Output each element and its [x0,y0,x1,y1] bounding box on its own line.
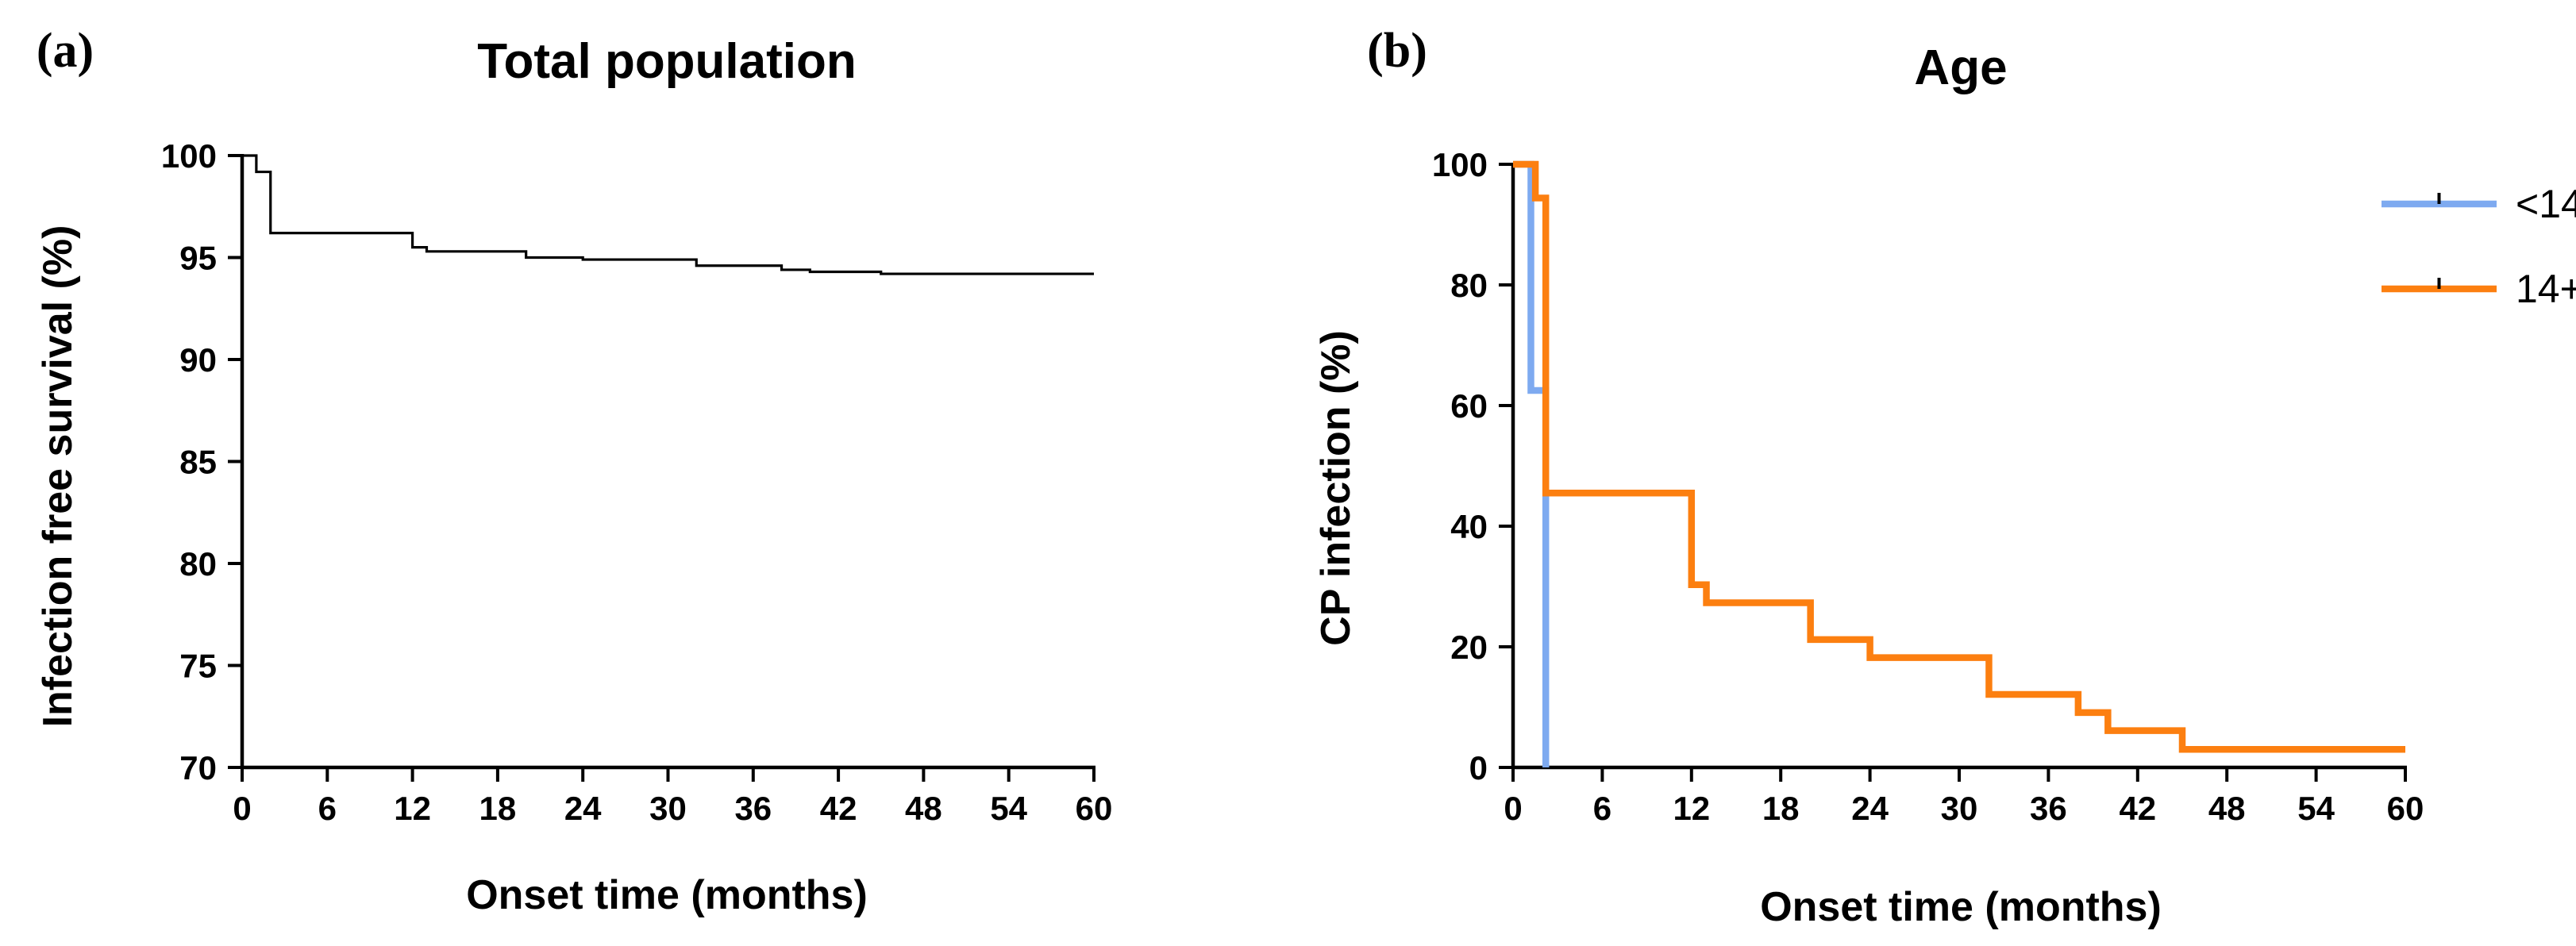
panel-b-series-line-0 [1513,160,1550,767]
panel-b-y-tick-label: 0 [1469,749,1488,786]
panel-a-y-tick-label: 90 [179,341,217,379]
panel-a-y-tick-label: 100 [161,137,217,175]
panel-b-x-tick-label: 30 [1941,790,1978,827]
panel-a-x-axis-title: Onset time (months) [466,872,868,918]
panel-a-y-tick-label: 80 [179,545,217,583]
panel-a-x-tick-label: 24 [564,790,602,827]
panel-b-y-axis-title: CP infection (%) [1313,330,1359,646]
panel-b-y-tick-label: 60 [1450,387,1488,425]
legend-label-0: <14 [2516,182,2576,226]
panel-a-y-tick-label: 85 [179,444,217,481]
panel-a-x-tick-label: 12 [394,790,431,827]
panel-b-x-tick-label: 0 [1504,790,1522,827]
panel-a-y-tick-label: 95 [179,240,217,277]
panel-b-x-tick-label: 18 [1762,790,1800,827]
panel-b-x-tick-label: 48 [2208,790,2246,827]
panel-b-x-tick-label: 24 [1851,790,1889,827]
panel-a-y-tick-label: 70 [179,749,217,786]
panel-a-series-line-0 [242,154,1094,275]
panel-b-y-tick-label: 20 [1450,629,1488,666]
panel-a-plot-area: 0 6 12 18 24 30 36 42 48 54 60 70 75 80 85 90 95 100 [161,137,1112,827]
panel-b-x-tick-label: 36 [2030,790,2067,827]
panel-a-y-tick-label: 75 [179,648,217,685]
panel-b-y-tick-label: 100 [1432,146,1488,183]
panel-b-x-tick-label: 42 [2119,790,2156,827]
panel-a-x-tick-label: 30 [649,790,687,827]
panel-a-title: Total population [477,34,857,89]
panel-a-y-axis-title: Infection free survival (%) [35,225,81,728]
panel-a-x-tick-label: 54 [990,790,1027,827]
panel-b-title: Age [1914,40,2007,95]
panel-b-age: (b) Age Onset time (months) CP infection… [1313,24,2576,930]
panel-a-x-tick-label: 60 [1076,790,1113,827]
panel-b-x-tick-label: 6 [1593,790,1611,827]
panel-a-x-tick-label: 36 [734,790,772,827]
panel-b-legend: <14 14+ [2382,182,2576,311]
panel-b-x-tick-label: 60 [2387,790,2424,827]
panel-a-x-tick-label: 6 [318,790,337,827]
panel-a-x-tick-label: 42 [820,790,857,827]
panel-a-x-tick-label: 48 [905,790,942,827]
panel-b-x-axis-title: Onset time (months) [1760,884,2162,930]
panel-b-label: (b) [1367,24,1427,78]
legend-label-1: 14+ [2516,267,2576,311]
panel-a-x-tick-label: 18 [479,790,517,827]
panel-a-x-tick-label: 0 [233,790,251,827]
panel-b-y-tick-label: 80 [1450,267,1488,304]
panel-b-x-tick-label: 54 [2297,790,2335,827]
panel-b-y-tick-label: 40 [1450,508,1488,545]
panel-b-series-line-1 [1513,160,2405,753]
panel-a-total-population: (a) Total population Onset time (months)… [35,24,1112,918]
panel-a-label: (a) [37,24,94,78]
panel-b-x-tick-label: 12 [1673,790,1710,827]
panel-b-plot-area: 0 6 12 18 24 30 36 42 48 54 60 0 20 40 60 80 100 [1432,146,2424,827]
